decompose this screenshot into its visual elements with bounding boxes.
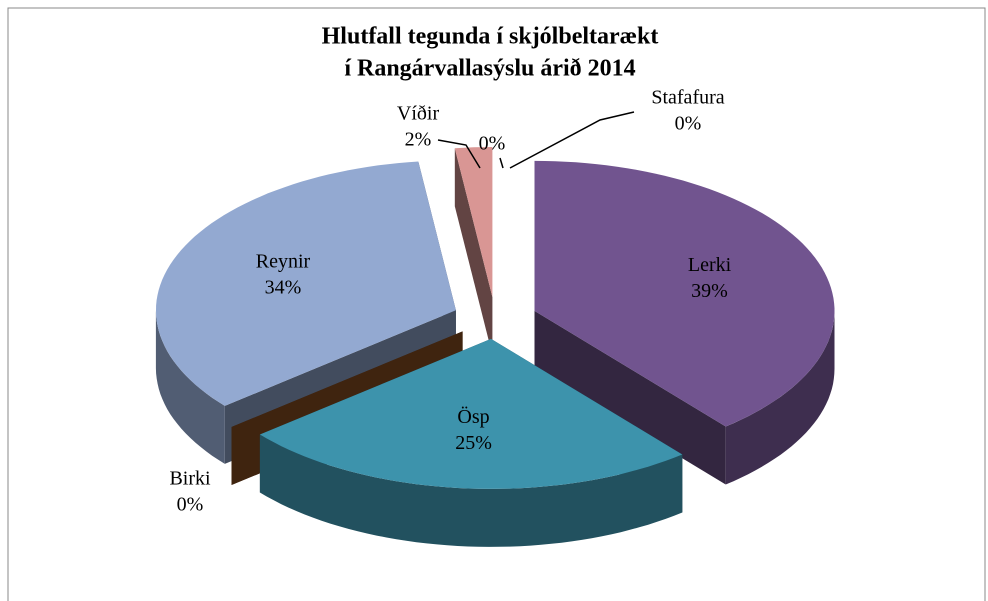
data-label-name: Birki	[169, 468, 211, 490]
data-label: 0%	[675, 113, 702, 135]
data-label: 0%	[177, 494, 204, 516]
data-label-name: Lerki	[688, 254, 732, 276]
leader-line	[437, 139, 481, 169]
data-label-name: Stafafura	[651, 87, 724, 109]
chart-border	[7, 7, 986, 601]
data-label-name: Reynir	[256, 251, 311, 273]
slice	[534, 160, 835, 427]
chart-title: í Rangárvallasýslu árið 2014	[344, 56, 635, 82]
slice	[156, 161, 456, 406]
leader-line	[499, 157, 504, 169]
chart-title: Hlutfall tegunda í skjólbeltarækt	[322, 24, 659, 50]
data-label: 0%	[479, 133, 506, 155]
data-label-name: Víðir	[397, 103, 440, 125]
data-label: 2%	[405, 129, 432, 151]
slice	[231, 331, 463, 427]
data-label: 25%	[455, 432, 492, 454]
slice-side	[155, 310, 225, 464]
data-label-name: Ösp	[457, 405, 489, 428]
slice-side	[725, 310, 835, 485]
slice-side	[259, 434, 683, 547]
data-label: 34%	[265, 277, 302, 299]
slice-side	[534, 310, 726, 485]
slice	[454, 147, 493, 297]
slice-side	[454, 148, 493, 355]
data-label: 39%	[691, 280, 728, 302]
leader-line	[509, 111, 635, 169]
slice	[259, 338, 683, 489]
